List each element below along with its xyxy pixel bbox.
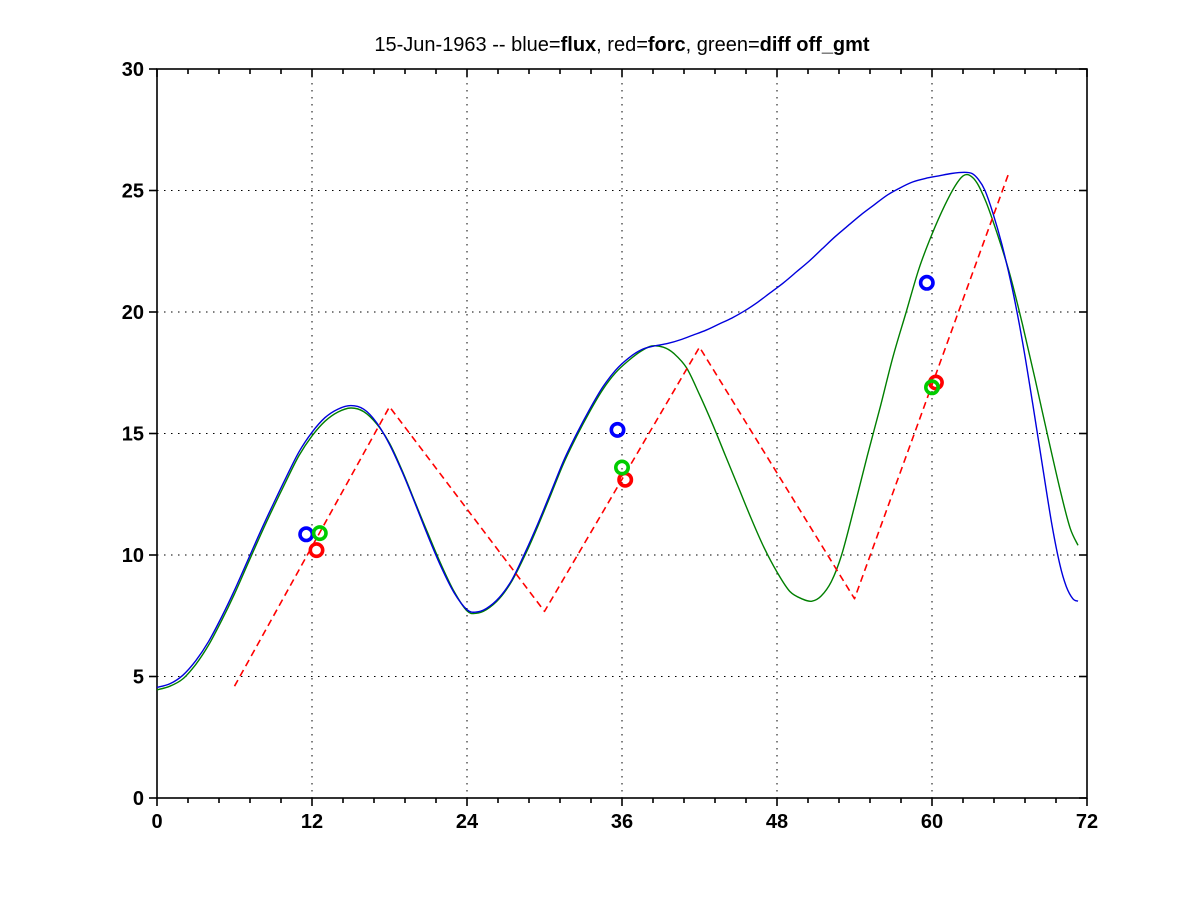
marker-diff-obs-circle xyxy=(613,459,630,476)
y-tick-label: 0 xyxy=(133,788,144,810)
y-tick-label: 25 xyxy=(122,181,144,203)
chart-title: 15-Jun-1963 -- blue=flux, red=forc, gree… xyxy=(374,34,870,56)
x-tick-label: 72 xyxy=(1076,811,1098,833)
x-tick-label: 60 xyxy=(921,811,943,833)
chart-title-part: diff off_gmt xyxy=(760,34,870,56)
marker-diff-obs-circle xyxy=(311,525,328,542)
marker-flux-obs-circle xyxy=(298,526,315,543)
y-tick-label: 20 xyxy=(122,302,144,324)
marker-forc-obs-circle xyxy=(308,542,325,559)
y-tick-label: 30 xyxy=(122,59,144,81)
y-tick-label: 15 xyxy=(122,424,144,446)
x-tick-label: 0 xyxy=(151,811,162,833)
chart-title-part: , green= xyxy=(686,34,760,56)
chart-title-part: 15-Jun-1963 -- blue= xyxy=(374,34,560,56)
chart-title-part: , red= xyxy=(596,34,648,56)
chart-title-part: forc xyxy=(648,34,686,56)
y-tick-label: 10 xyxy=(122,545,144,567)
series-diff-line xyxy=(156,173,1079,691)
x-tick-label: 36 xyxy=(611,811,633,833)
marker-flux-obs-circle xyxy=(609,421,626,438)
series-forc-line xyxy=(233,170,1011,687)
x-tick-label: 48 xyxy=(766,811,788,833)
marker-flux-obs-circle xyxy=(918,274,935,291)
series-flux-line xyxy=(156,171,1079,689)
y-tick-label: 5 xyxy=(133,667,144,689)
x-tick-label: 24 xyxy=(456,811,479,833)
marker-diff-obs-circle xyxy=(923,379,940,396)
chart-title-part: flux xyxy=(561,34,597,56)
x-tick-label: 12 xyxy=(301,811,323,833)
